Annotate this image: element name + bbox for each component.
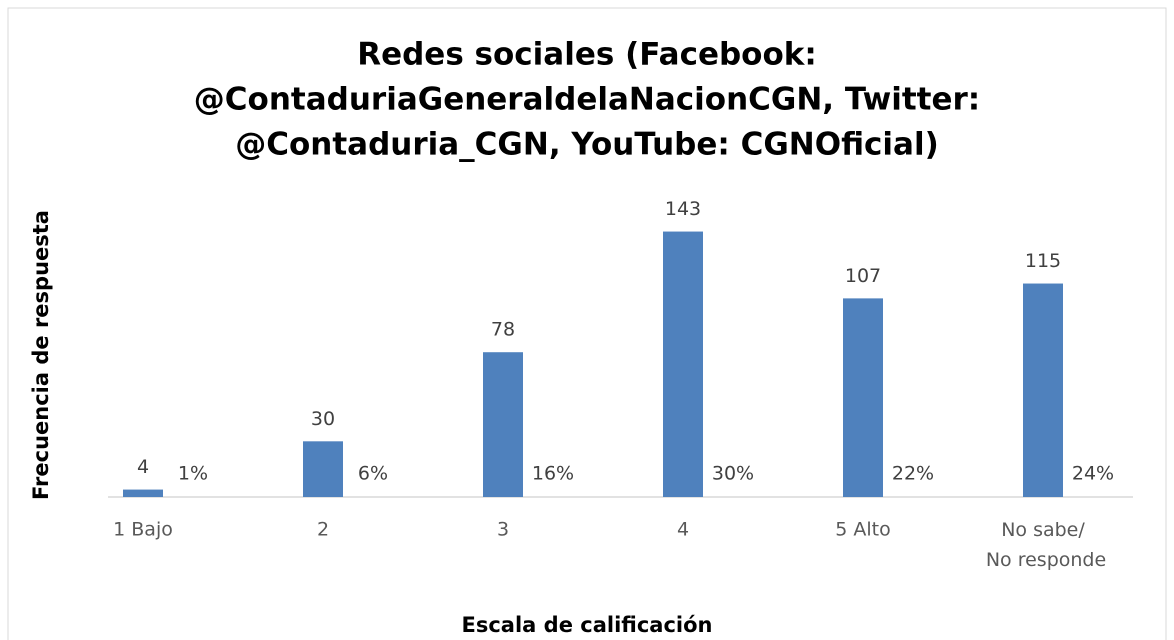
x-tick-label: 1 Bajo [113, 519, 173, 541]
chart-title: @ContaduriaGeneraldelaNacionCGN, Twitter… [194, 82, 980, 118]
x-axis-title: Escala de calificación [462, 613, 713, 637]
data-label: 4 [137, 456, 149, 478]
percent-label: 1% [178, 463, 208, 485]
x-tick-label: 4 [677, 519, 689, 541]
x-tick-label: 3 [497, 519, 509, 541]
data-label: 143 [665, 198, 701, 220]
x-tick-label: 5 Alto [835, 519, 890, 541]
bar [1023, 283, 1063, 497]
x-tick-label: No sabe/ No responde [980, 519, 1106, 571]
bar [663, 231, 703, 497]
chart-frame [7, 7, 1167, 640]
percent-label: 16% [532, 463, 574, 485]
data-label: 78 [491, 319, 515, 341]
bar [843, 298, 883, 497]
bar [123, 489, 163, 497]
percent-label: 6% [358, 463, 388, 485]
chart-title: @Contaduria_CGN, YouTube: CGNOficial) [235, 127, 939, 163]
bar [303, 441, 343, 497]
y-axis-title: Frecuencia de respuesta [29, 210, 53, 500]
percent-label: 30% [712, 463, 754, 485]
percent-label: 22% [892, 463, 934, 485]
percent-label: 24% [1072, 463, 1114, 485]
data-label: 30 [311, 408, 335, 430]
data-label: 107 [845, 265, 881, 287]
bar [483, 352, 523, 497]
x-tick-label: 2 [317, 519, 329, 541]
data-label: 115 [1025, 250, 1061, 272]
chart-title: Redes sociales (Facebook: [357, 37, 817, 73]
